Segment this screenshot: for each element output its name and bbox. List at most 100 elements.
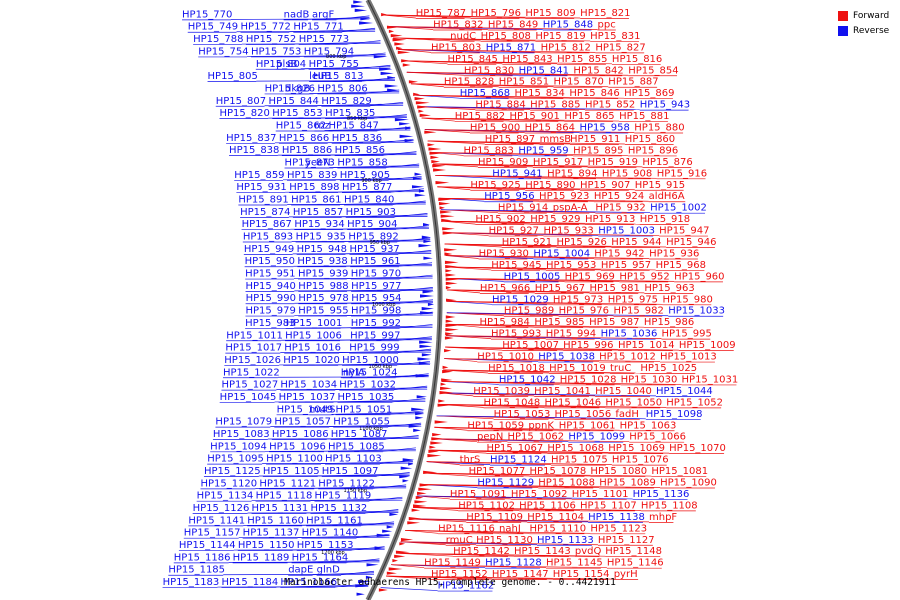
gene-label: HP15_1044 <box>656 386 713 397</box>
label-connector <box>217 586 369 588</box>
gene-label: HP15_1067 <box>486 443 543 454</box>
gene-label: HP15_943 <box>640 100 690 111</box>
label-connector <box>294 314 433 316</box>
reverse-gene-glyph <box>382 529 393 533</box>
label-connector <box>264 104 404 107</box>
label-connector <box>277 376 429 378</box>
forward-gene-glyph <box>440 214 455 218</box>
label-connector <box>247 55 386 57</box>
gene-label: HP15_978 <box>298 293 348 304</box>
gene-label: HP15_794 <box>304 46 354 57</box>
legend-forward-label: Forward <box>853 10 890 21</box>
forward-gene-glyph <box>440 386 452 390</box>
label-connector <box>410 83 609 88</box>
forward-gene-glyph <box>417 105 430 109</box>
gene-label: HP15_849 <box>488 19 538 30</box>
gene-label: HP15_925 <box>470 180 520 191</box>
gene-label: mmsB <box>540 134 572 145</box>
gene-label: HP15_1070 <box>669 443 726 454</box>
gene-label: HP15_953 <box>546 260 596 271</box>
reverse-gene-glyph <box>402 479 409 483</box>
gene-label: HP15_753 <box>251 46 301 57</box>
gene-label: HP15_841 <box>519 65 569 76</box>
label-connector <box>332 129 411 131</box>
reverse-gene-glyph <box>353 0 363 4</box>
gene-label: HP15_1144 <box>179 540 236 551</box>
gene-label: HP15_955 <box>298 306 348 317</box>
gene-label: HP15_967 <box>535 283 585 294</box>
forward-gene-glyph <box>442 231 457 235</box>
gene-label: HP15_837 <box>226 133 276 144</box>
gene-label: HP15_820 <box>219 108 269 119</box>
gene-label: HP15_1062 <box>507 432 564 443</box>
gene-label: HP15_960 <box>674 271 724 282</box>
gene-label: HP15_931 <box>236 182 286 193</box>
reverse-gene-glyph <box>355 584 369 588</box>
gene-label: HP15_1184 <box>221 577 278 588</box>
gene-label: HP15_851 <box>499 77 549 88</box>
gene-label: HP15_918 <box>640 214 690 225</box>
gene-label: HP15_1099 <box>568 432 625 443</box>
gene-label: HP15_1027 <box>221 380 278 391</box>
gene-label: HP15_938 <box>297 256 347 267</box>
label-connector <box>251 499 403 502</box>
label-connector <box>230 18 370 20</box>
label-connector <box>446 312 669 317</box>
gene-label: HP15_983 <box>245 318 295 329</box>
reverse-gene-glyph <box>376 533 391 538</box>
forward-gene-glyph <box>445 265 458 269</box>
label-connector <box>300 67 391 70</box>
forward-gene-glyph <box>418 109 424 113</box>
reverse-gene-glyph <box>412 176 423 180</box>
reverse-gene-glyph <box>387 76 396 80</box>
label-connector <box>440 392 656 397</box>
gene-label: HP15_1007 <box>502 340 559 351</box>
gene-label: HP15_1068 <box>547 443 604 454</box>
gene-label: HP15_966 <box>480 283 530 294</box>
label-connector <box>282 178 422 181</box>
gene-label: HP15_816 <box>612 54 662 65</box>
forward-gene-glyph <box>401 59 411 63</box>
gene-label: HP15_1051 <box>335 404 392 415</box>
gene-label: HP15_834 <box>515 88 565 99</box>
gene-label: HP15_1055 <box>333 417 390 428</box>
label-connector <box>294 290 433 292</box>
reverse-gene-glyph <box>411 185 425 189</box>
gene-label: nadB <box>284 9 310 20</box>
gene-label: HP15_1034 <box>280 380 337 391</box>
gene-label: HP15_1086 <box>272 429 329 440</box>
ruler-center-line <box>367 0 441 600</box>
label-connector <box>444 243 667 248</box>
gene-label: HP15_845 <box>448 54 498 65</box>
reverse-gene-glyph <box>418 361 431 365</box>
gene-label: HP15_1105 <box>263 466 320 477</box>
forward-gene-glyph <box>432 433 442 437</box>
gene-label: HP15_926 <box>557 237 607 248</box>
gene-label: HP15_1147 <box>492 569 549 580</box>
gene-label: HP15_970 <box>351 269 401 280</box>
label-connector <box>233 549 385 551</box>
gene-label: HP15_860 <box>625 134 675 145</box>
gene-label: HP15_1087 <box>331 429 388 440</box>
reverse-gene-glyph <box>421 307 434 311</box>
gene-label: HP15_937 <box>349 244 399 255</box>
reverse-gene-glyph <box>422 290 434 294</box>
gene-label: HP15_1138 <box>588 512 645 523</box>
gene-label: HP15_934 <box>294 219 344 230</box>
legend-reverse-label: Reverse <box>853 25 890 36</box>
forward-gene-glyph <box>395 550 410 554</box>
forward-gene-glyph <box>378 588 388 592</box>
gene-label: HP15_1078 <box>530 466 587 477</box>
gene-label: HP15_1109 <box>466 512 523 523</box>
forward-gene-glyph <box>444 252 453 256</box>
gene-label: dkgB <box>285 83 310 94</box>
label-connector <box>426 461 612 465</box>
gene-label: HP15_1096 <box>269 441 326 452</box>
label-connector <box>423 472 652 477</box>
reverse-gene-glyph <box>380 71 394 75</box>
gene-label: HP15_947 <box>659 226 709 237</box>
gene-label: HP15_847 <box>329 120 379 131</box>
gene-label: HP15_956 <box>484 191 534 202</box>
gene-label: HP15_924 <box>594 191 644 202</box>
label-connector <box>396 552 606 557</box>
